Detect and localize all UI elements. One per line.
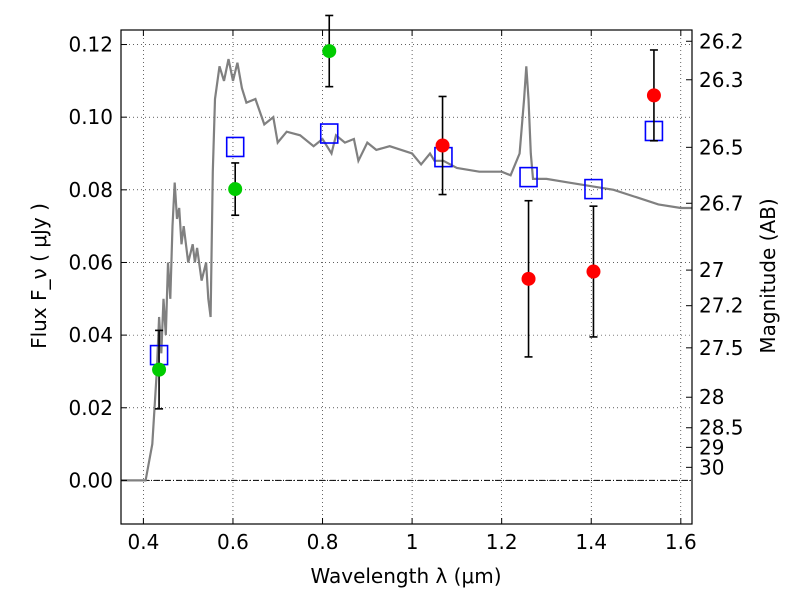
x-tick-label: 1.4 <box>575 530 607 554</box>
x-tick-label: 1 <box>406 530 419 554</box>
magnitude-axis-label: Magnitude (AB) <box>756 198 780 353</box>
model-band-square <box>519 166 538 188</box>
data-points <box>149 14 664 410</box>
observed-flux-point <box>228 182 243 197</box>
observed-flux-point <box>435 138 450 153</box>
x-tick-label: 0.6 <box>217 530 249 554</box>
mag-tick-label: 28.5 <box>699 416 744 440</box>
x-tick-label: 0.4 <box>127 530 159 554</box>
mag-tick-label: 26.2 <box>699 29 744 53</box>
mag-tick-label: 29 <box>699 435 724 459</box>
plot-frame <box>120 29 693 525</box>
axes: 0.4 0.6 0.8 1 1.2 1.4 1.6 0.00 0.02 0.04 0.06 0.08 0… <box>68 29 743 554</box>
y-axis-label: Flux F_ν ( μJy ) <box>27 203 51 349</box>
mag-tick-label: 26.7 <box>699 191 744 215</box>
y-tick-label: 0.10 <box>68 105 113 129</box>
mag-tick-label: 26.5 <box>699 135 744 159</box>
observed-flux-point <box>322 44 337 59</box>
mag-tick-label: 28 <box>699 385 724 409</box>
observed-flux-point <box>586 264 601 279</box>
x-axis-label: Wavelength λ (μm) <box>310 564 501 588</box>
y-tick-label: 0.08 <box>68 178 113 202</box>
mag-tick-label: 26.3 <box>699 68 744 92</box>
mag-tick-label: 27 <box>699 258 724 282</box>
y-tick-label: 0.12 <box>68 33 113 57</box>
model-band-square <box>225 136 245 158</box>
observed-flux-point <box>646 88 661 103</box>
observed-flux-point <box>521 271 536 286</box>
model-band-square <box>584 178 603 200</box>
y-tick-label: 0.00 <box>68 468 113 492</box>
y-tick-label: 0.04 <box>68 323 113 347</box>
model-band-square <box>319 123 339 144</box>
model-spectrum-line <box>121 58 692 482</box>
mag-tick-label: 27.2 <box>699 294 744 318</box>
y-tick-label: 0.06 <box>68 250 113 274</box>
mag-tick-label: 30 <box>699 455 724 479</box>
y-tick-label: 0.02 <box>68 396 113 420</box>
x-tick-label: 0.8 <box>307 530 339 554</box>
observed-flux-point <box>152 362 167 377</box>
mag-tick-label: 27.5 <box>699 336 744 360</box>
x-tick-label: 1.2 <box>486 530 518 554</box>
x-tick-label: 1.6 <box>665 530 697 554</box>
